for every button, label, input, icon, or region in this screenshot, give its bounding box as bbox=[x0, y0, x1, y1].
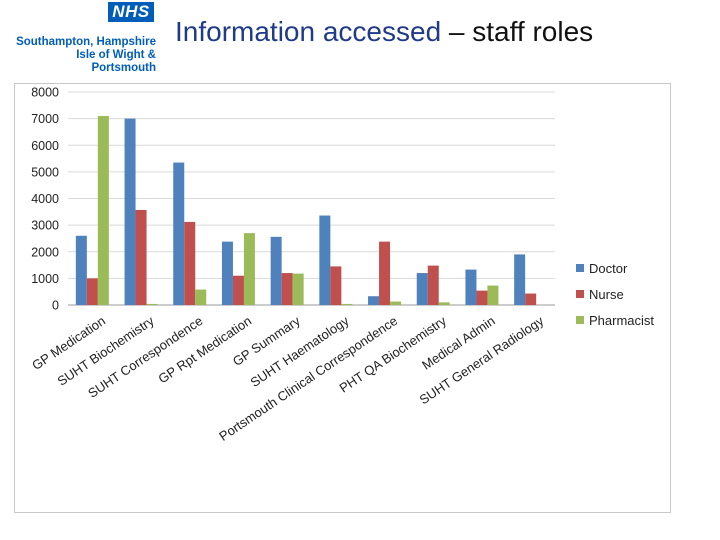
legend-swatch-doctor bbox=[576, 264, 584, 272]
bar-doctor bbox=[368, 296, 380, 305]
y-tick-label: 3000 bbox=[31, 219, 59, 233]
title-main: Information accessed bbox=[175, 16, 442, 47]
x-category-label: Portsmouth Clinical Correspondence bbox=[216, 313, 400, 444]
title-rest: – staff roles bbox=[441, 16, 594, 47]
org-line-2: Isle of Wight & Portsmouth bbox=[76, 49, 156, 74]
bar-pharmacist bbox=[195, 289, 207, 305]
bar-doctor bbox=[514, 254, 526, 305]
legend-label-doctor: Doctor bbox=[589, 261, 628, 276]
bar-doctor bbox=[221, 241, 233, 305]
y-tick-label: 8000 bbox=[31, 86, 59, 100]
y-tick-label: 7000 bbox=[31, 112, 59, 126]
bar-doctor bbox=[124, 118, 136, 305]
y-tick-label: 4000 bbox=[31, 192, 59, 206]
legend-swatch-nurse bbox=[576, 290, 584, 298]
y-tick-label: 5000 bbox=[31, 165, 59, 179]
bar-doctor bbox=[319, 215, 331, 305]
bar-pharmacist bbox=[97, 115, 109, 306]
chart-frame bbox=[14, 83, 671, 513]
bar-nurse bbox=[379, 241, 391, 305]
bar-nurse bbox=[330, 266, 342, 305]
bar-pharmacist bbox=[341, 303, 353, 305]
bar-nurse bbox=[135, 209, 147, 305]
bar-doctor bbox=[416, 273, 428, 305]
organisation-name: Southampton, Hampshire Isle of Wight & P… bbox=[14, 36, 156, 75]
bar-doctor bbox=[75, 235, 87, 305]
bar-pharmacist bbox=[390, 301, 402, 305]
legend-label-pharmacist: Pharmacist bbox=[589, 313, 654, 328]
bar-pharmacist bbox=[243, 233, 255, 305]
legend-label-nurse: Nurse bbox=[589, 287, 624, 302]
bar-nurse bbox=[232, 275, 244, 305]
bar-pharmacist bbox=[146, 303, 158, 305]
bar-doctor bbox=[270, 236, 282, 305]
bar-pharmacist bbox=[438, 302, 450, 305]
y-tick-label: 2000 bbox=[31, 245, 59, 259]
y-tick-label: 1000 bbox=[31, 272, 59, 286]
legend-swatch-pharmacist bbox=[576, 316, 584, 324]
nhs-logo: NHS bbox=[108, 2, 154, 22]
bar-nurse bbox=[281, 273, 293, 305]
bar-pharmacist bbox=[487, 285, 499, 305]
org-line-1: Southampton, Hampshire bbox=[16, 36, 156, 48]
bar-nurse bbox=[86, 278, 98, 305]
bar-doctor bbox=[173, 162, 185, 305]
bar-nurse bbox=[184, 221, 196, 305]
y-tick-label: 6000 bbox=[31, 139, 59, 153]
bar-nurse bbox=[525, 293, 537, 305]
bar-nurse bbox=[427, 265, 439, 305]
bar-pharmacist bbox=[292, 273, 304, 305]
bar-nurse bbox=[476, 290, 488, 305]
slide-title: Information accessed – staff roles bbox=[175, 16, 593, 48]
y-tick-label: 0 bbox=[52, 299, 59, 313]
bar-doctor bbox=[465, 269, 477, 305]
